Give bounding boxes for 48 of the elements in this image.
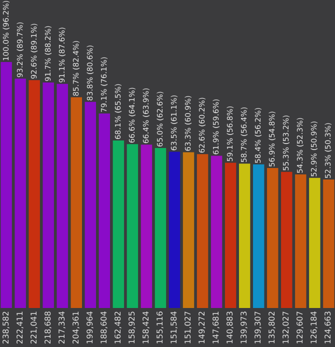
data-label: 199,964: [85, 311, 94, 344]
data-label: 129,607: [296, 311, 305, 344]
data-label: 135,802: [268, 311, 277, 344]
bar: [154, 148, 166, 308]
bar: [28, 80, 40, 308]
data-label: 158,424: [141, 311, 150, 344]
bar: [309, 178, 320, 308]
bar: [140, 144, 152, 308]
bar: [168, 152, 180, 308]
bar: [98, 114, 110, 308]
bar: [210, 156, 222, 308]
data-label: 139,307: [254, 311, 263, 344]
data-label: 147,681: [212, 311, 221, 344]
bar: [56, 84, 68, 308]
data-label: 151,027: [184, 311, 193, 344]
bar: [42, 82, 54, 308]
data-label: 188,604: [99, 311, 108, 344]
bar: [70, 97, 82, 308]
data-label: 238,582: [1, 311, 10, 344]
bar: [238, 164, 250, 308]
bar: [0, 62, 12, 308]
data-label: 124,663: [324, 311, 333, 344]
bar: [253, 164, 264, 308]
bar: [281, 172, 292, 308]
data-label: 217,334: [57, 311, 66, 344]
data-label: 140,883: [226, 311, 235, 344]
bar: [14, 78, 26, 308]
data-label: 162,482: [113, 311, 122, 344]
bar: [323, 179, 334, 308]
data-label: 222,411: [15, 311, 24, 344]
bar: [126, 144, 138, 308]
data-label: 126,184: [310, 311, 319, 344]
bar: [295, 174, 306, 308]
data-label: 139,973: [240, 311, 249, 344]
data-label: 218,688: [43, 311, 52, 344]
bar: [224, 162, 236, 308]
data-label: 204,361: [71, 311, 80, 344]
bar: [267, 168, 278, 308]
bar: [84, 102, 96, 308]
bar: [112, 140, 124, 308]
data-label: 221,041: [29, 311, 38, 344]
bar: [182, 152, 194, 308]
bar: [196, 154, 208, 308]
data-label: 155,116: [155, 311, 164, 344]
data-label: 158,925: [127, 311, 136, 344]
data-label: 151,584: [170, 311, 179, 344]
data-label: 149,272: [198, 311, 207, 344]
data-label: 132,027: [282, 311, 291, 344]
